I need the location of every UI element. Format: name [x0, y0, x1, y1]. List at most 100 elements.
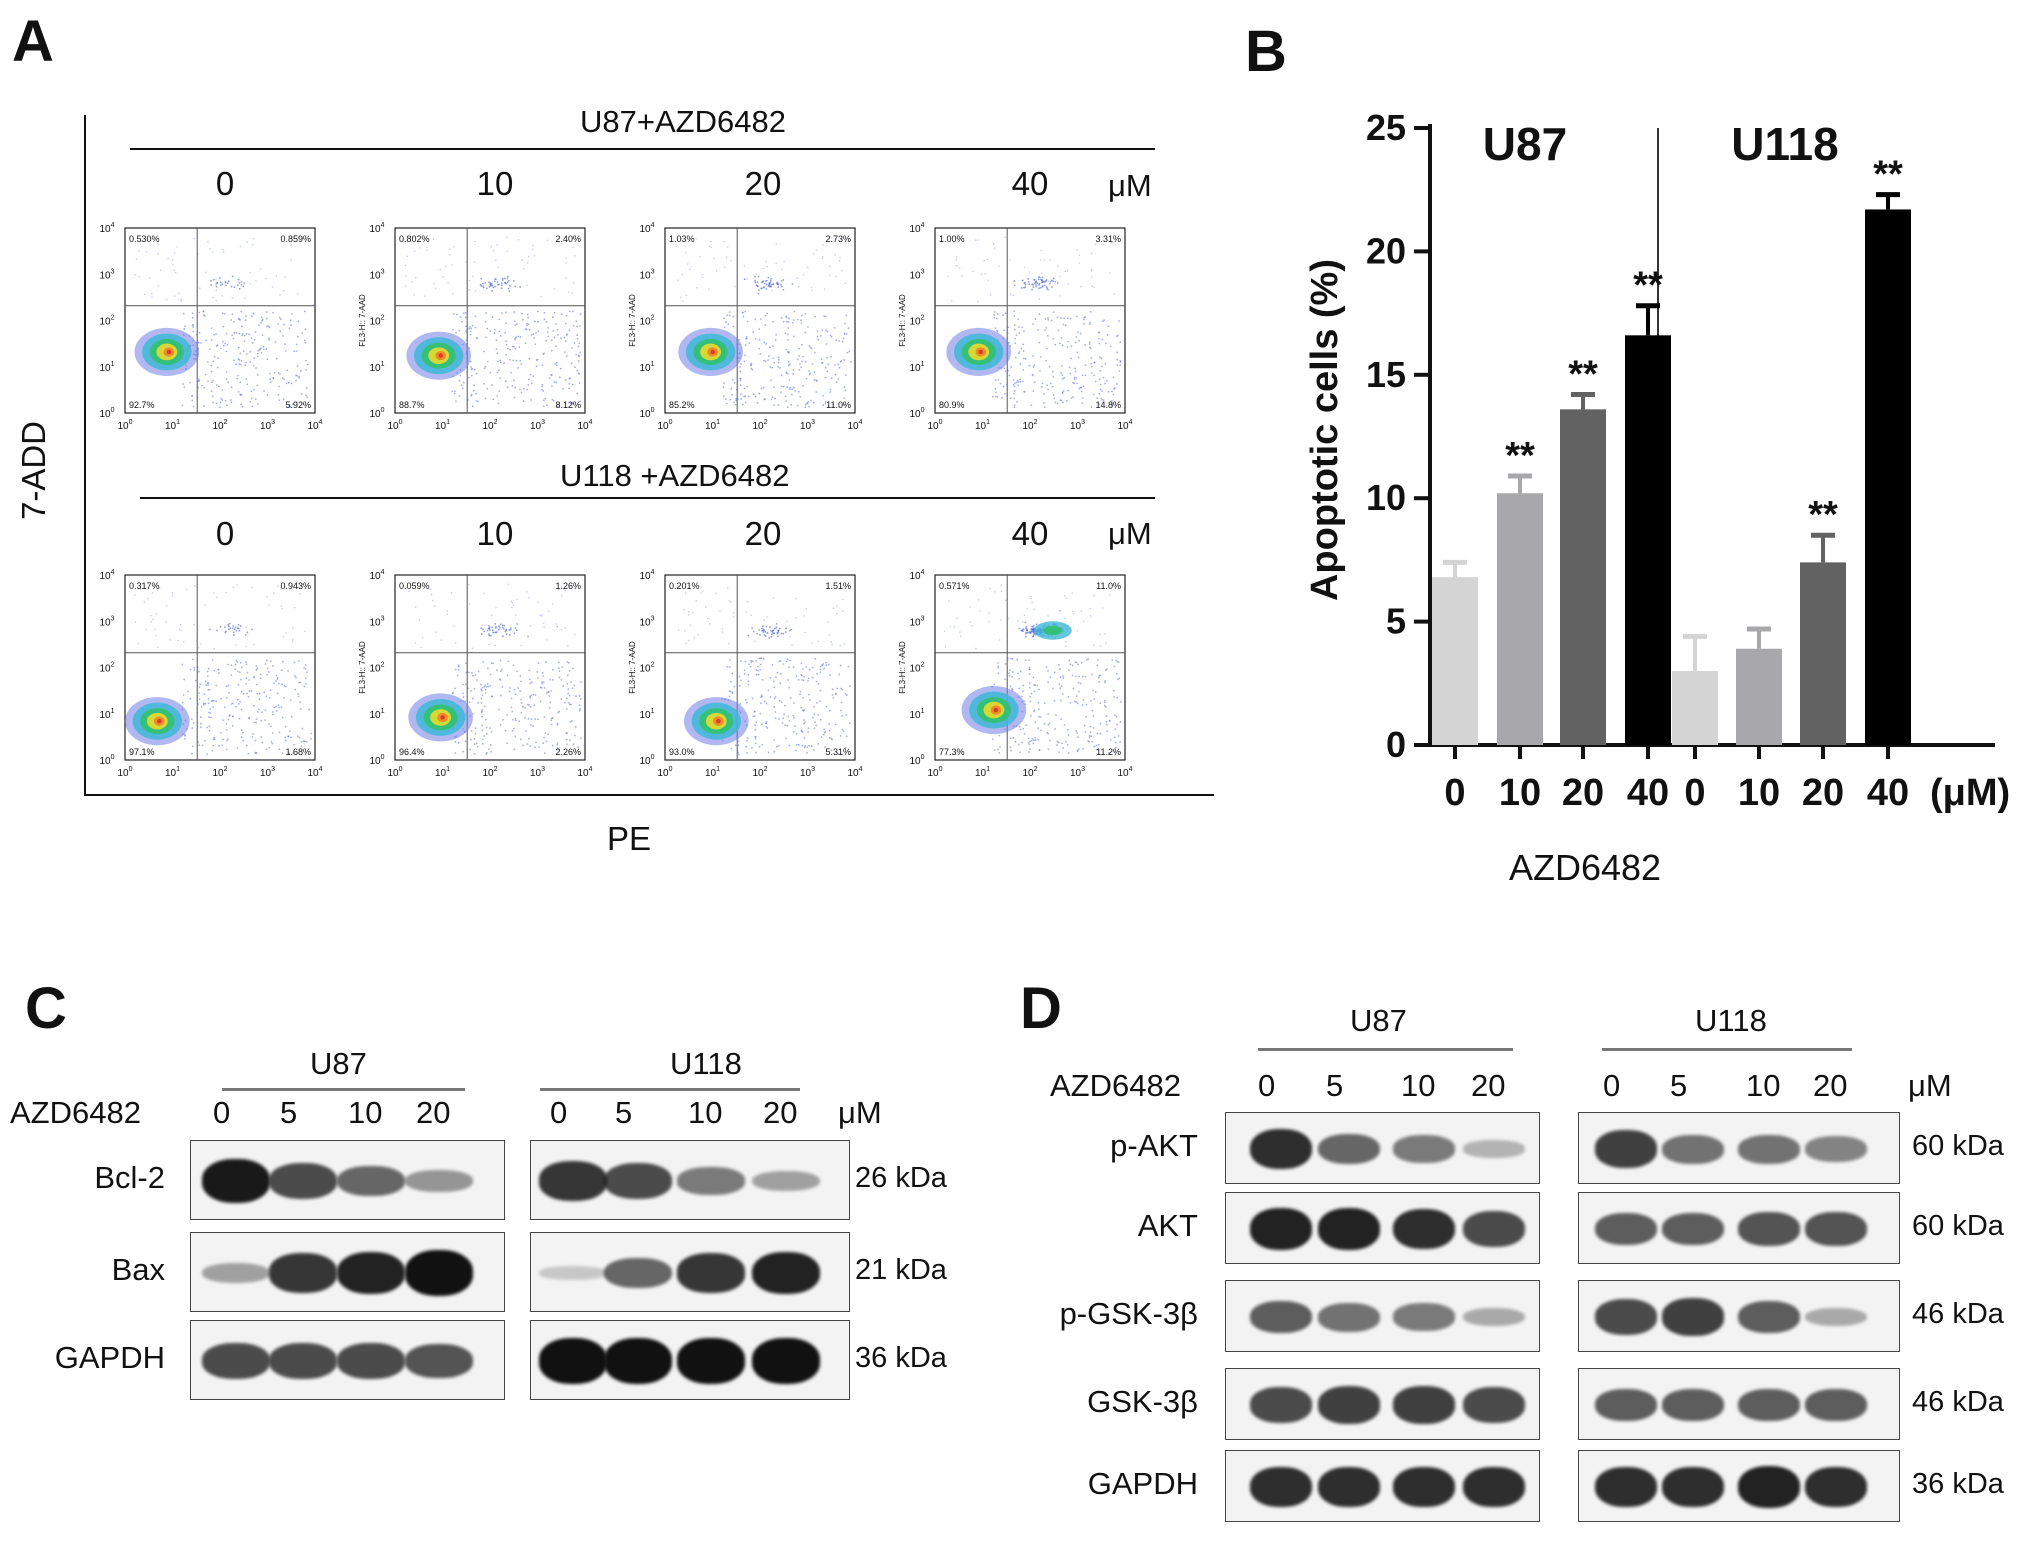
blot-band [1250, 1300, 1312, 1334]
blot-band [1318, 1207, 1380, 1251]
quadrant-ur-value: 2.40% [555, 234, 581, 244]
molecular-weight-label: 26 kDa [855, 1162, 947, 1194]
molecular-weight-label: 60 kDa [1912, 1210, 2004, 1242]
blot-band [1393, 1208, 1455, 1250]
y-tick-label: 101 [639, 361, 654, 374]
y-tick-label: 104 [369, 222, 384, 235]
blot-band [202, 1343, 270, 1379]
blot-band [1805, 1307, 1867, 1327]
blot-band [1738, 1300, 1800, 1334]
x-tick-label: 104 [577, 419, 592, 432]
x-tick-label: 101 [705, 766, 720, 779]
x-tick-label: 103 [1070, 419, 1085, 432]
panel-c-u118-line [540, 1088, 800, 1091]
panel-b-label: B [1245, 19, 1287, 84]
x-tick-label: 102 [482, 419, 497, 432]
significance-marker: ** [1873, 154, 1903, 196]
row1-title-line [130, 148, 1155, 150]
density-cluster [125, 697, 190, 746]
significance-marker: ** [1505, 435, 1535, 477]
blot-band [677, 1253, 745, 1293]
density-cluster [406, 331, 472, 380]
y-tick-label: 101 [909, 361, 924, 374]
blot-band [1250, 1387, 1312, 1423]
quadrant-ur-value: 11.0% [1096, 581, 1121, 591]
x-tick-label: 104 [1117, 766, 1132, 779]
y-tick-label: 103 [369, 268, 384, 281]
panel-d-u87-label: U87 [1350, 1003, 1407, 1038]
significance-marker: ** [1633, 265, 1663, 307]
y-tick-label: 104 [909, 569, 924, 582]
quadrant-ul-value: 0.059% [399, 581, 430, 591]
x-tick-label: 103 [530, 766, 545, 779]
scatter-points [408, 583, 582, 755]
blot-band [1250, 1466, 1312, 1508]
dose-label: 5 [280, 1095, 298, 1130]
blot-band [405, 1169, 473, 1193]
quadrant-ll-value: 93.0% [669, 747, 695, 757]
panel-d-u87-line [1258, 1048, 1513, 1051]
blot-band [1662, 1466, 1724, 1508]
x-tick-label: 102 [1022, 766, 1037, 779]
molecular-weight-label: 36 kDa [855, 1342, 947, 1374]
x-tick-label: 100 [117, 766, 132, 779]
dose-label: 10 [688, 1095, 723, 1130]
molecular-weight-label: 60 kDa [1912, 1130, 2004, 1162]
y-tick-label: 25 [1366, 107, 1406, 148]
x-tick-label: 104 [847, 419, 862, 432]
bar [1800, 562, 1846, 745]
bar [1560, 409, 1606, 745]
quadrant-ur-value: 1.26% [555, 581, 581, 591]
quadrant-ul-value: 0.201% [669, 581, 700, 591]
blot-band [337, 1343, 405, 1379]
blot-band [337, 1165, 405, 1197]
x-tick-label: 100 [657, 766, 672, 779]
blot-band [1738, 1465, 1800, 1509]
blot-band [1393, 1303, 1455, 1331]
blot-band [1463, 1387, 1525, 1423]
plot-frame [934, 227, 1126, 414]
y-tick-label: 100 [99, 407, 114, 420]
x-tick-label: 101 [435, 766, 450, 779]
quadrant-ur-value: 0.859% [280, 234, 311, 244]
scatter-points [675, 237, 852, 409]
y-tick-label: 5 [1386, 601, 1406, 642]
plot-frame [664, 227, 856, 414]
quadrant-ll-value: 97.1% [129, 747, 155, 757]
blot-band [405, 1250, 473, 1296]
panel-a-bottom-axis [84, 794, 1214, 796]
blot-band [1805, 1136, 1867, 1162]
blot-band [1738, 1388, 1800, 1422]
molecular-weight-label: 21 kDa [855, 1254, 947, 1286]
blot-band [1662, 1388, 1724, 1422]
plot-y-axis-label: FL3-H:: 7-AAD [358, 294, 367, 347]
blot-strip [530, 1232, 850, 1312]
panel-d-unit: μM [1908, 1068, 1952, 1103]
x-tick-label: 104 [577, 766, 592, 779]
y-tick-label: 100 [369, 407, 384, 420]
x-axis-label: AZD6482 [1509, 847, 1661, 888]
y-tick-label: 104 [99, 222, 114, 235]
quadrant-lr-value: 14.8% [1095, 400, 1121, 410]
dose-label: 10 [477, 515, 514, 552]
plot-frame [394, 227, 586, 414]
blot-band [752, 1338, 820, 1384]
x-tick-label: 103 [260, 766, 275, 779]
panel-c-unit: μM [838, 1095, 882, 1130]
plot-y-axis-label: FL3-H:: 7-AAD [358, 641, 367, 694]
x-tick-label: 101 [705, 419, 720, 432]
density-cluster [961, 621, 1072, 735]
blot-band [1318, 1386, 1380, 1424]
blot-band [337, 1251, 405, 1295]
protein-label: p-GSK-3β [1059, 1296, 1198, 1331]
blot-band [1463, 1466, 1525, 1508]
dose-label: 10 [477, 165, 514, 202]
x-tick-label: 0 [1444, 772, 1465, 814]
scatter-points [947, 236, 1122, 409]
y-tick-label: 10 [1366, 477, 1406, 518]
y-tick-label: 104 [909, 222, 924, 235]
dose-label: 0 [1603, 1068, 1621, 1103]
x-tick-label: 104 [307, 766, 322, 779]
quadrant-ll-value: 77.3% [939, 747, 965, 757]
